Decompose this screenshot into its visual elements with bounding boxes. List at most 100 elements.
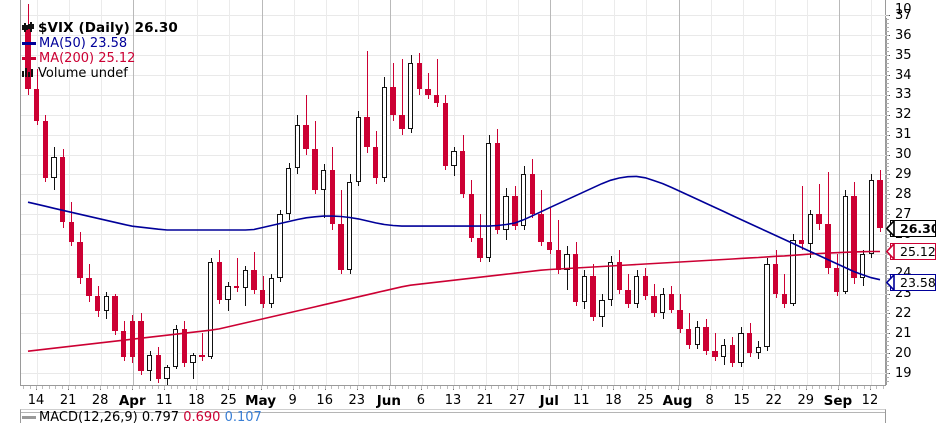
date-axis-minor-tick [536,386,537,389]
price-axis-minor-tick [886,373,889,374]
price-axis-minor-tick [886,349,889,350]
candlestick-body [773,263,779,294]
candlestick-body [512,196,518,227]
candlestick-body [355,116,362,183]
date-label-28: 28 [91,393,109,408]
price-axis[interactable]: 10 3736353433323130292827262524232221201… [886,0,936,423]
date-axis-minor-tick [36,386,37,389]
candlestick-body [225,285,231,300]
candlestick-body [642,275,648,296]
date-axis-minor-tick [761,386,762,389]
date-gridline [839,0,840,385]
price-axis-minor-tick [886,67,889,68]
price-axis-label: 36 [895,27,912,43]
candlestick-body [390,87,396,115]
date-axis-minor-tick [684,386,685,389]
price-axis-minor-tick [886,79,889,80]
candlestick-body [207,261,214,358]
date-axis-minor-tick [132,386,133,389]
price-axis-minor-tick [886,51,889,52]
date-axis-minor-tick [690,386,691,389]
moving-average-layer [27,175,881,352]
date-axis-minor-tick [209,386,210,389]
date-label-may: May [245,393,277,409]
date-axis-minor-tick [267,386,268,389]
price-axis-minor-tick [886,95,889,96]
candlestick-body [599,299,605,318]
date-axis-minor-tick [75,386,76,389]
candlestick-icon [22,22,36,33]
date-axis-minor-tick [280,386,281,389]
date-axis-minor-tick [491,386,492,389]
candlestick-body [199,355,205,358]
volume-axis-top-label: 10 [895,2,912,17]
price-axis-minor-tick [886,194,889,195]
date-axis-minor-tick [838,386,839,389]
candlestick-body [703,327,709,352]
date-axis-minor-tick [780,386,781,389]
price-tag-pointer [886,273,895,291]
candlestick-body [486,142,492,258]
price-axis-label: 19 [895,365,912,381]
date-axis-minor-tick [312,386,313,389]
macd-panel-frame [20,409,886,423]
candlestick-body [790,239,796,304]
candlestick-body [399,114,405,129]
candlestick-body [181,329,188,364]
price-axis-minor-tick [886,270,889,271]
price-axis-minor-tick [886,266,889,267]
date-axis-minor-tick [196,386,197,389]
candlestick-body [373,146,379,179]
date-label-18: 18 [188,393,205,408]
candlestick-body [520,174,527,227]
date-axis-minor-tick [864,386,865,389]
price-axis-minor-tick [886,234,889,235]
candlestick-body [729,345,735,364]
price-axis-minor-tick [886,206,889,207]
date-label-jul: Jul [539,393,559,409]
date-axis-minor-tick [177,386,178,389]
date-axis-minor-tick [549,386,550,389]
candlestick-body [268,277,275,304]
date-gridline [454,0,455,385]
price-axis-minor-tick [886,47,889,48]
legend-volume: Volume undef [38,66,128,81]
price-axis-minor-tick [886,242,889,243]
date-axis-minor-tick [184,386,185,389]
price-axis-minor-tick [886,163,889,164]
candlestick-body [216,261,222,300]
price-axis-minor-tick [886,262,889,263]
price-axis-minor-tick [886,345,889,346]
price-axis-minor-tick [886,107,889,108]
date-axis-minor-tick [158,386,159,389]
date-axis-minor-tick [754,386,755,389]
price-tag-blue: 23.58 [890,273,936,291]
legend-ma200: MA(200) 25.12 [39,51,136,66]
date-axis[interactable]: 14 21 28 Apr 11 18 25 May 9 16 23 Jun 6 13 21 27 Jul 11 18… [0,385,936,423]
candlestick-body [459,150,466,195]
date-axis-minor-tick [440,386,441,389]
candlestick-body [755,347,761,354]
price-axis-minor-tick [886,147,889,148]
date-axis-minor-tick [825,386,826,389]
candlestick-body [738,333,744,364]
date-axis-minor-tick [235,386,236,389]
date-axis-minor-tick [697,386,698,389]
candlestick-body [503,196,509,231]
candlestick-body [668,293,675,310]
date-axis-minor-tick [305,386,306,389]
candlestick-body [546,241,553,250]
date-gridline [165,0,166,385]
price-axis-minor-tick [886,87,889,88]
price-plot-area[interactable] [20,0,887,385]
legend-title: $VIX (Daily) 26.30 [38,20,178,36]
price-axis-minor-tick [886,127,889,128]
date-axis-minor-tick [395,386,396,389]
macd-panel[interactable]: MACD(12,26,9) 0.797 0.690 0.107 [20,410,886,423]
candlestick-body [686,329,692,346]
price-axis-minor-tick [886,119,889,120]
legend-title-row: $VIX (Daily) 26.30 [22,21,178,36]
date-axis-minor-tick [819,386,820,389]
date-axis-minor-tick [55,386,56,389]
date-axis-minor-tick [87,386,88,389]
